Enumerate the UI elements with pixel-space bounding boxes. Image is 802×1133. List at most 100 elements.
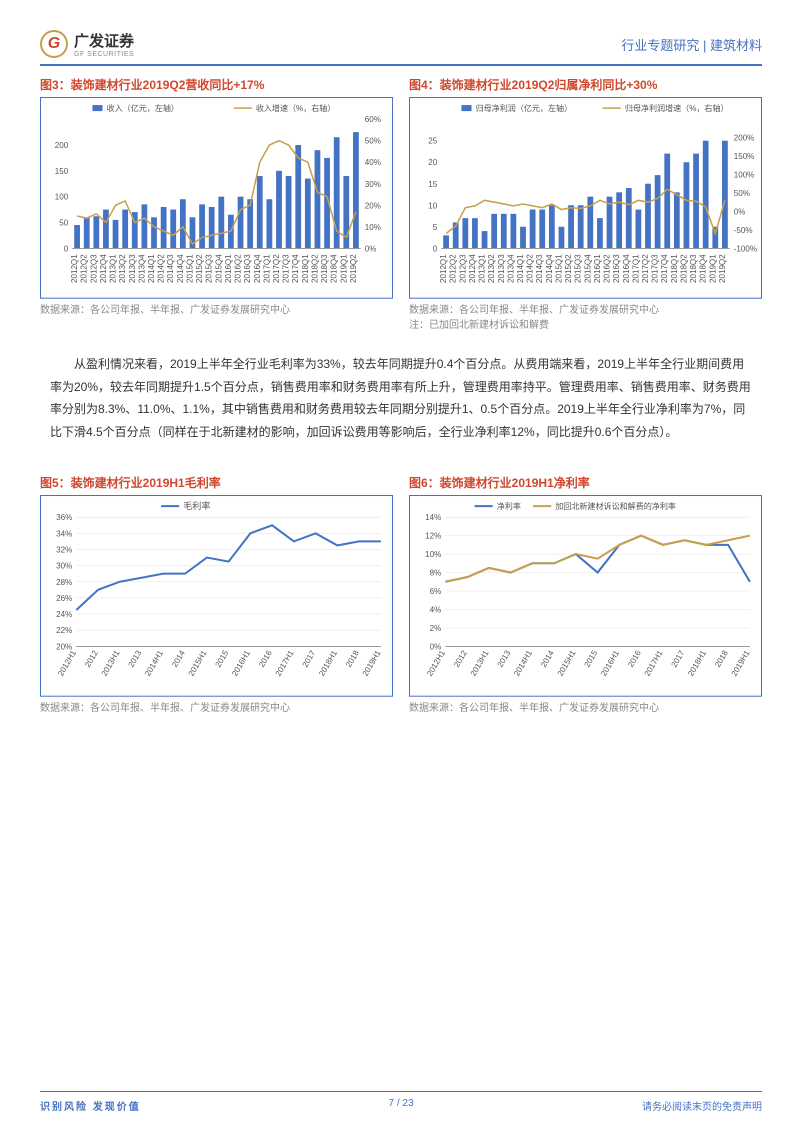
chart-6-title: 图6：装饰建材行业2019H1净利率 — [409, 474, 762, 491]
svg-text:2019Q1: 2019Q1 — [708, 254, 717, 283]
svg-text:2015Q3: 2015Q3 — [205, 254, 214, 283]
svg-text:4%: 4% — [430, 605, 442, 614]
svg-text:2017Q1: 2017Q1 — [631, 254, 640, 283]
svg-text:40%: 40% — [365, 158, 381, 167]
svg-text:2013Q1: 2013Q1 — [109, 254, 118, 283]
svg-text:2%: 2% — [430, 624, 442, 633]
svg-text:2015Q2: 2015Q2 — [195, 254, 204, 283]
svg-text:26%: 26% — [56, 594, 72, 603]
svg-text:2019Q2: 2019Q2 — [349, 254, 358, 283]
svg-text:2013Q4: 2013Q4 — [137, 254, 146, 283]
svg-text:2014Q1: 2014Q1 — [516, 254, 525, 283]
svg-text:5: 5 — [433, 223, 438, 232]
svg-text:150%: 150% — [734, 152, 755, 161]
svg-text:2014Q3: 2014Q3 — [535, 254, 544, 283]
svg-text:36%: 36% — [56, 513, 72, 522]
footer-left: 识别风险 发现价值 — [40, 1098, 141, 1113]
chart-6: 图6：装饰建材行业2019H1净利率 净利率加回北新建材诉讼和解费的净利率0%2… — [409, 474, 762, 716]
logo-icon: G — [40, 30, 68, 58]
svg-text:2015Q2: 2015Q2 — [564, 254, 573, 283]
svg-text:8%: 8% — [430, 568, 442, 577]
svg-text:2012Q1: 2012Q1 — [439, 254, 448, 283]
svg-text:2014Q2: 2014Q2 — [157, 254, 166, 283]
chart-3-svg: 收入（亿元，左轴）收入增速（%，右轴）0501001502000%10%20%3… — [40, 97, 393, 299]
svg-text:10%: 10% — [425, 550, 441, 559]
chart-3-source: 数据来源：各公司年报、半年报、广发证券发展研究中心 — [40, 303, 393, 318]
svg-text:2017Q1: 2017Q1 — [262, 254, 271, 283]
svg-text:2013Q2: 2013Q2 — [487, 254, 496, 283]
chart-5-title: 图5：装饰建材行业2019H1毛利率 — [40, 474, 393, 491]
svg-text:34%: 34% — [56, 529, 72, 538]
svg-text:2017Q4: 2017Q4 — [291, 254, 300, 283]
svg-text:2018Q2: 2018Q2 — [679, 254, 688, 283]
svg-text:2018Q1: 2018Q1 — [301, 254, 310, 283]
svg-text:24%: 24% — [56, 610, 72, 619]
svg-text:归母净利润（亿元，左轴）: 归母净利润（亿元，左轴） — [476, 103, 573, 113]
svg-text:2018Q4: 2018Q4 — [330, 254, 339, 283]
chart-4-source: 数据来源：各公司年报、半年报、广发证券发展研究中心 注：已加回北新建材诉讼和解费 — [409, 303, 762, 333]
svg-text:2017Q3: 2017Q3 — [651, 254, 660, 283]
svg-text:28%: 28% — [56, 578, 72, 587]
chart-4: 图4：装饰建材行业2019Q2归属净利同比+30% 归母净利润（亿元，左轴）归母… — [409, 76, 762, 333]
svg-text:毛利率: 毛利率 — [183, 500, 210, 511]
svg-text:2013Q3: 2013Q3 — [497, 254, 506, 283]
svg-text:2014Q2: 2014Q2 — [526, 254, 535, 283]
svg-text:2019Q1: 2019Q1 — [339, 254, 348, 283]
svg-text:0%: 0% — [734, 207, 746, 216]
svg-text:2016Q4: 2016Q4 — [253, 254, 262, 283]
svg-text:2016Q1: 2016Q1 — [224, 254, 233, 283]
svg-text:2016Q4: 2016Q4 — [622, 254, 631, 283]
svg-text:收入增速（%，右轴）: 收入增速（%，右轴） — [256, 103, 336, 113]
chart-5-svg: 毛利率20%22%24%26%28%30%32%34%36%2012H12012… — [40, 495, 393, 697]
logo: G 广发证券 GF SECURITIES — [40, 30, 134, 58]
svg-text:净利率: 净利率 — [497, 501, 521, 511]
svg-text:2016Q3: 2016Q3 — [243, 254, 252, 283]
svg-text:25: 25 — [428, 137, 437, 146]
svg-text:2015Q4: 2015Q4 — [214, 254, 223, 283]
svg-text:50%: 50% — [365, 137, 381, 146]
chart-5: 图5：装饰建材行业2019H1毛利率 毛利率20%22%24%26%28%30%… — [40, 474, 393, 716]
header-breadcrumb: 行业专题研究 | 建筑材料 — [621, 35, 762, 54]
svg-text:2013Q4: 2013Q4 — [506, 254, 515, 283]
svg-text:2018Q3: 2018Q3 — [689, 254, 698, 283]
svg-text:2016Q2: 2016Q2 — [234, 254, 243, 283]
svg-text:15: 15 — [428, 180, 437, 189]
svg-text:2012Q4: 2012Q4 — [99, 254, 108, 283]
svg-text:14%: 14% — [425, 513, 441, 522]
svg-text:2012Q2: 2012Q2 — [449, 254, 458, 283]
svg-text:收入（亿元，左轴）: 收入（亿元，左轴） — [107, 103, 179, 113]
chart-4-title: 图4：装饰建材行业2019Q2归属净利同比+30% — [409, 76, 762, 93]
svg-text:22%: 22% — [56, 626, 72, 635]
svg-text:100%: 100% — [734, 171, 755, 180]
chart-5-source: 数据来源：各公司年报、半年报、广发证券发展研究中心 — [40, 701, 393, 716]
svg-text:0%: 0% — [365, 244, 377, 253]
svg-text:32%: 32% — [56, 545, 72, 554]
svg-text:2019Q2: 2019Q2 — [718, 254, 727, 283]
chart-6-source: 数据来源：各公司年报、半年报、广发证券发展研究中心 — [409, 701, 762, 716]
chart-4-svg: 归母净利润（亿元，左轴）归母净利润增速（%，右轴）0510152025-100%… — [409, 97, 762, 299]
svg-text:加回北新建材诉讼和解费的净利率: 加回北新建材诉讼和解费的净利率 — [555, 501, 676, 511]
svg-text:50: 50 — [59, 218, 68, 227]
page-footer: 识别风险 发现价值 请务必阅读末页的免责声明 7 / 23 — [40, 1091, 762, 1113]
footer-right: 请务必阅读末页的免责声明 — [642, 1098, 762, 1113]
svg-text:2015Q4: 2015Q4 — [583, 254, 592, 283]
svg-text:30%: 30% — [56, 562, 72, 571]
svg-text:2013Q1: 2013Q1 — [478, 254, 487, 283]
svg-text:200: 200 — [55, 141, 69, 150]
svg-text:2015Q1: 2015Q1 — [185, 254, 194, 283]
svg-text:60%: 60% — [365, 115, 381, 124]
page-header: G 广发证券 GF SECURITIES 行业专题研究 | 建筑材料 — [40, 30, 762, 66]
chart-3-title: 图3：装饰建材行业2019Q2营收同比+17% — [40, 76, 393, 93]
svg-text:2012Q3: 2012Q3 — [458, 254, 467, 283]
svg-text:12%: 12% — [425, 532, 441, 541]
svg-text:0: 0 — [64, 244, 69, 253]
svg-text:10%: 10% — [365, 223, 381, 232]
svg-text:6%: 6% — [430, 587, 442, 596]
svg-text:20%: 20% — [365, 201, 381, 210]
svg-text:2017Q2: 2017Q2 — [272, 254, 281, 283]
svg-text:150: 150 — [55, 167, 69, 176]
svg-text:2013Q2: 2013Q2 — [118, 254, 127, 283]
chart-3: 图3：装饰建材行业2019Q2营收同比+17% 收入（亿元，左轴） 收入增速（%，… — [40, 76, 393, 333]
svg-text:2016Q2: 2016Q2 — [603, 254, 612, 283]
svg-text:2017Q4: 2017Q4 — [660, 254, 669, 283]
